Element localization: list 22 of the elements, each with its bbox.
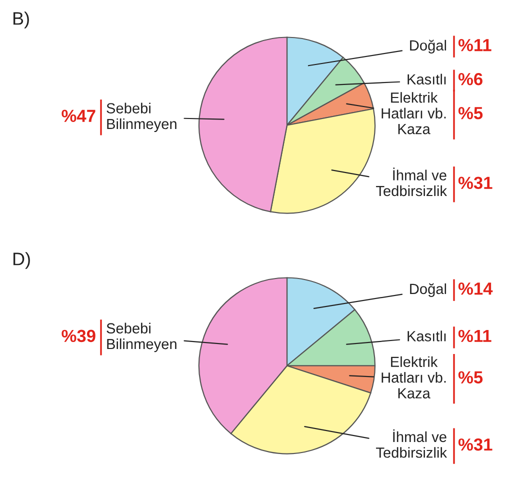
slice-label: Doğal	[410, 40, 446, 54]
slice-label: İhmal ve Tedbirsizlik	[376, 429, 448, 458]
slice-label: Kasıtlı	[408, 74, 446, 85]
data-label: %5	[458, 371, 483, 384]
data-label: %31	[458, 176, 492, 190]
data-label: %14	[458, 282, 493, 295]
slice-label: Sebebi Bilinmeyen	[106, 102, 176, 132]
chart-title: B)	[13, 12, 29, 28]
chart-title: D)	[13, 252, 30, 269]
slice-label: Sebebi Bilinmeyen	[106, 322, 176, 352]
data-label: %39	[62, 330, 96, 342]
data-label: %31	[458, 438, 492, 451]
data-label: %5	[458, 107, 483, 120]
slice-label: Elektrik Hatları vb. Kaza	[382, 356, 446, 398]
slice-label: Doğal	[410, 283, 446, 297]
slice-label: Kasıtlı	[408, 330, 446, 342]
slice-label: Elektrik Hatları vb. Kaza	[382, 92, 446, 134]
data-label: %11	[458, 39, 492, 52]
data-label: %47	[62, 110, 96, 122]
data-label: %11	[458, 330, 492, 342]
data-label: %6	[458, 72, 482, 86]
slice-label: İhmal ve Tedbirsizlik	[376, 168, 448, 196]
